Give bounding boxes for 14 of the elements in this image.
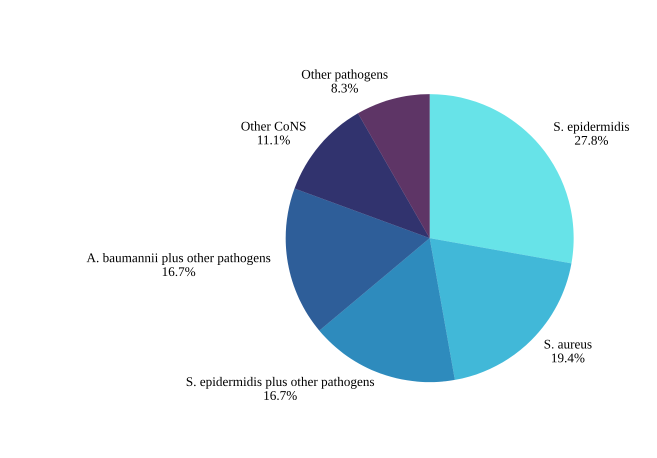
- data-label: 19.4%: [552, 353, 584, 362]
- data-label: 27.8%: [574, 136, 608, 145]
- slice-label: S. epidermidis plus other pathogens: [186, 376, 374, 389]
- data-label: 16.7%: [264, 391, 297, 400]
- data-label: 16.7%: [162, 267, 196, 276]
- slice-label: Other CoNS: [241, 121, 306, 131]
- slice-label: S. epidermidis: [554, 122, 630, 134]
- data-label: 11.1%: [258, 135, 290, 144]
- slice-label: S. aureus: [544, 340, 592, 349]
- slice-label: Other pathogens: [302, 69, 388, 82]
- data-label: 8.3%: [331, 84, 358, 93]
- pie-slice: [286, 188, 430, 331]
- pie-slice: [358, 94, 430, 238]
- slice-label: A. baumannii plus other pathogens: [86, 252, 270, 265]
